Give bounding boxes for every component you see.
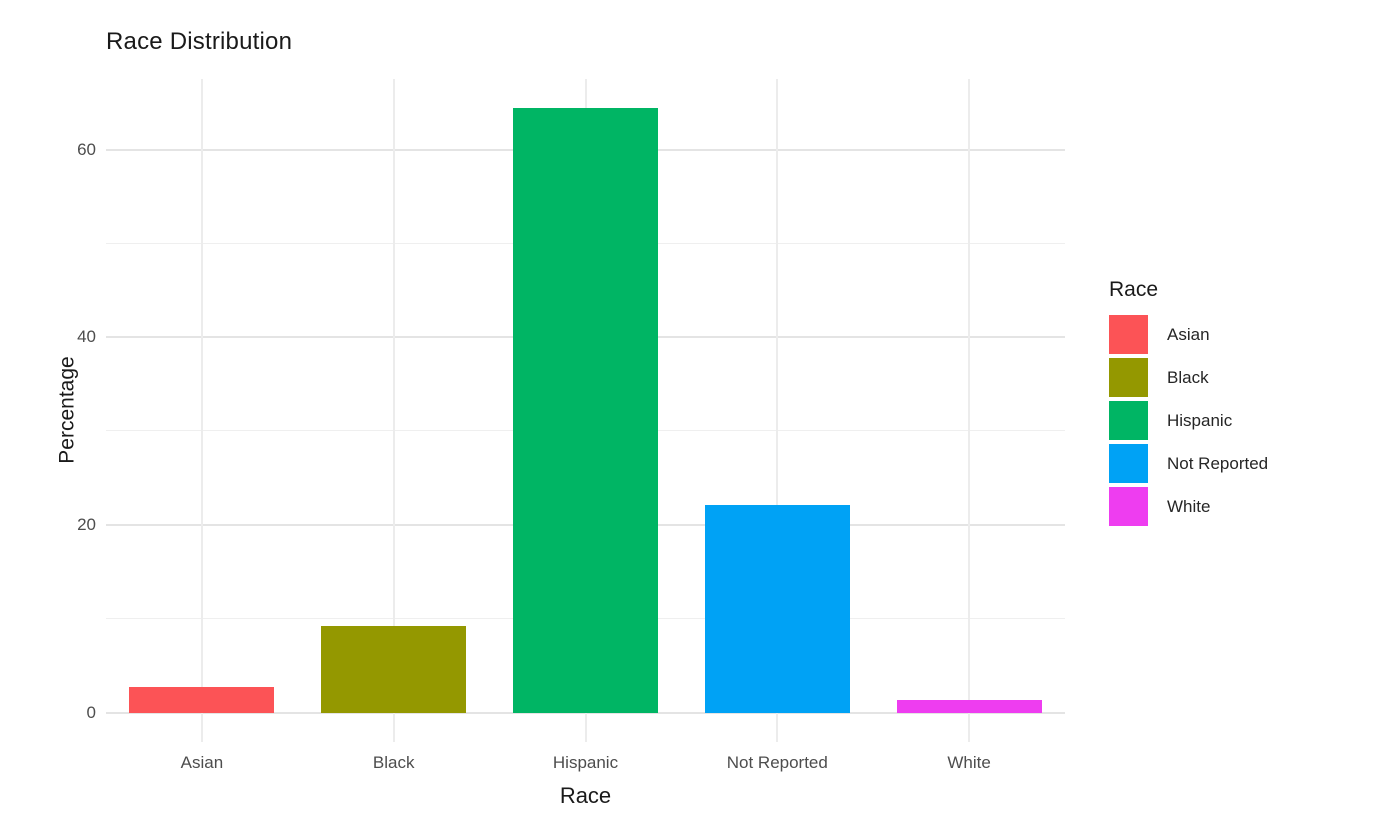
- gridline-x-black: [392, 79, 395, 742]
- legend-label: Hispanic: [1167, 410, 1233, 430]
- y-tick-label-40: 40: [77, 327, 96, 347]
- gridline-x-not-reported: [776, 79, 779, 742]
- legend-item-white: White: [1109, 487, 1268, 526]
- bar-white: [896, 699, 1042, 713]
- legend-label: White: [1167, 496, 1211, 516]
- plot-panel: [106, 79, 1065, 742]
- x-tick-label-hispanic: Hispanic: [552, 753, 619, 772]
- legend-item-asian: Asian: [1109, 315, 1268, 354]
- legend-swatch-hispanic: [1109, 401, 1148, 440]
- y-axis-title: Percentage: [55, 356, 79, 464]
- bar-hispanic: [513, 108, 658, 713]
- x-tick-label-black: Black: [372, 753, 415, 772]
- legend-swatch-asian: [1109, 315, 1148, 354]
- x-axis-title: Race: [559, 783, 612, 808]
- bar-black: [321, 625, 467, 713]
- legend: Race Asian Black Hispanic Not Reported White: [1102, 278, 1268, 530]
- legend-swatch-black: [1109, 358, 1148, 397]
- legend-swatch-not-reported: [1109, 444, 1148, 483]
- legend-label: Black: [1167, 367, 1209, 387]
- y-tick-label-20: 20: [77, 515, 96, 535]
- legend-swatch-white: [1109, 487, 1148, 526]
- legend-label: Asian: [1167, 324, 1210, 344]
- chart-title: Race Distribution: [106, 28, 293, 55]
- legend-items: Asian Black Hispanic Not Reported White: [1102, 315, 1268, 526]
- y-tick-label-0: 0: [86, 703, 96, 722]
- legend-item-black: Black: [1109, 358, 1268, 397]
- legend-item-hispanic: Hispanic: [1109, 401, 1268, 440]
- legend-item-not-reported: Not Reported: [1109, 444, 1268, 483]
- y-tick-label-60: 60: [77, 139, 96, 159]
- x-tick-label-asian: Asian: [180, 753, 224, 772]
- gridline-x-white: [968, 79, 971, 742]
- bar-asian: [129, 686, 275, 713]
- legend-title: Race: [1109, 278, 1159, 301]
- gridline-x-asian: [200, 79, 203, 742]
- bar-not-reported: [704, 505, 850, 713]
- x-tick-label-not-reported: Not Reported: [726, 753, 828, 772]
- legend-label: Not Reported: [1167, 453, 1269, 473]
- x-tick-label-white: White: [947, 753, 991, 772]
